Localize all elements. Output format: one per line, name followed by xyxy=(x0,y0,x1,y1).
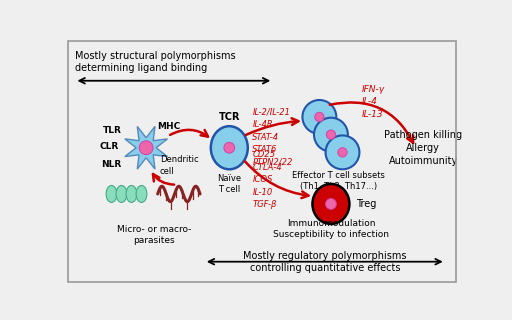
Text: Treg: Treg xyxy=(355,199,376,209)
Text: IL-2/IL-21
IL-4R
STAT-4
STAT6
PTPN2/22: IL-2/IL-21 IL-4R STAT-4 STAT6 PTPN2/22 xyxy=(252,108,293,167)
Text: CD25
CTLA-4
ICOS
IL-10
TGF-β: CD25 CTLA-4 ICOS IL-10 TGF-β xyxy=(252,150,282,209)
Circle shape xyxy=(326,198,336,209)
Text: TLR: TLR xyxy=(102,126,121,135)
Ellipse shape xyxy=(303,100,336,134)
Ellipse shape xyxy=(211,126,248,169)
Text: Mostly structural polymorphisms
determining ligand binding: Mostly structural polymorphisms determin… xyxy=(75,51,235,73)
Ellipse shape xyxy=(312,184,349,224)
Text: Pathogen killing
Allergy
Autoimmunity: Pathogen killing Allergy Autoimmunity xyxy=(385,130,462,166)
Polygon shape xyxy=(125,126,167,169)
Circle shape xyxy=(224,142,234,153)
Ellipse shape xyxy=(106,186,117,203)
Circle shape xyxy=(315,112,324,122)
Ellipse shape xyxy=(116,186,127,203)
Circle shape xyxy=(326,130,335,139)
Text: NLR: NLR xyxy=(101,160,121,169)
Text: Mostly regulatory polymorphisms
controlling quantitative effects: Mostly regulatory polymorphisms controll… xyxy=(243,251,407,273)
Ellipse shape xyxy=(136,186,147,203)
Ellipse shape xyxy=(126,186,137,203)
Text: MHC: MHC xyxy=(157,122,180,131)
Circle shape xyxy=(139,141,153,155)
Ellipse shape xyxy=(326,135,359,169)
Text: TCR: TCR xyxy=(219,112,240,122)
Circle shape xyxy=(338,148,347,157)
Text: IFN-γ
IL-4
IL-13: IFN-γ IL-4 IL-13 xyxy=(362,84,385,119)
Text: CLR: CLR xyxy=(99,142,118,151)
Ellipse shape xyxy=(314,118,348,152)
Text: Effector T cell subsets
(Th1, Th2, Th17...): Effector T cell subsets (Th1, Th2, Th17.… xyxy=(292,171,385,191)
Text: Naïve
T cell: Naïve T cell xyxy=(217,174,241,194)
Text: Micro- or macro-
parasites: Micro- or macro- parasites xyxy=(117,225,191,245)
Text: Immunomodulation
Susceptibility to infection: Immunomodulation Susceptibility to infec… xyxy=(273,219,389,239)
Text: Dendritic
cell: Dendritic cell xyxy=(160,156,199,176)
